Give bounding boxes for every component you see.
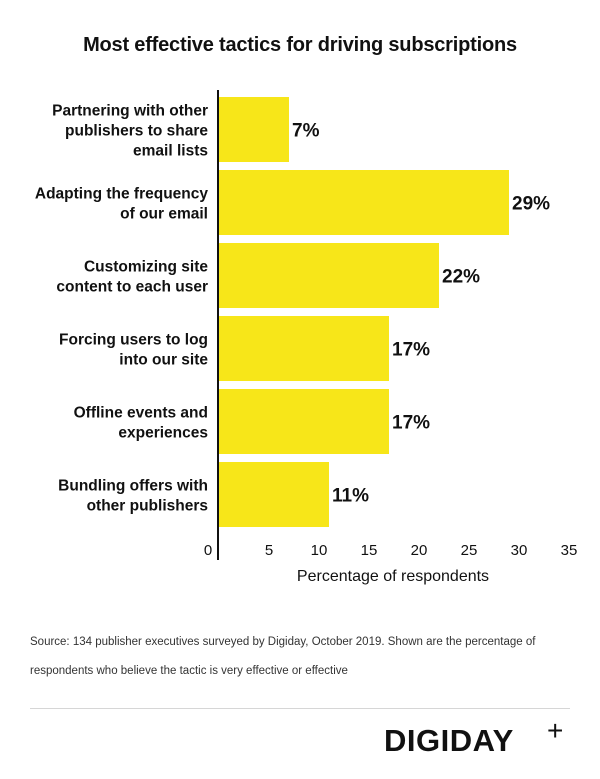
value-label-5: 11%	[332, 486, 369, 507]
category-label-5: Bundling offers with other publishers	[58, 478, 208, 515]
bar-0	[219, 97, 289, 162]
source-note: Source: 134 publisher executives surveye…	[30, 636, 536, 677]
value-label-2: 22%	[442, 267, 480, 288]
bar-2	[219, 243, 439, 308]
category-label-4: Offline events and experiences	[74, 405, 208, 442]
digiday-logo: DIGIDAY	[384, 723, 514, 758]
plus-icon: +	[547, 715, 564, 746]
x-tick-label-7: 35	[561, 542, 578, 559]
x-tick-label-0: 0	[204, 542, 212, 559]
category-label-1: Adapting the frequency of our email	[35, 186, 208, 223]
x-axis-title: Percentage of respondents	[297, 568, 489, 585]
bar-5	[219, 462, 329, 527]
x-tick-label-5: 25	[461, 542, 478, 559]
bar-3	[219, 316, 389, 381]
value-label-3: 17%	[392, 340, 430, 361]
x-tick-label-2: 10	[311, 542, 328, 559]
bar-1	[219, 170, 509, 235]
x-tick-label-6: 30	[511, 542, 528, 559]
category-label-3: Forcing users to log into our site	[59, 332, 208, 369]
bar-chart: 7% Partnering with other publishers to sha…	[35, 90, 578, 585]
chart-title: Most effective tactics for driving subsc…	[83, 34, 517, 56]
category-label-0: Partnering with other publishers to share…	[52, 103, 208, 160]
bar-4	[219, 389, 389, 454]
x-tick-label-4: 20	[411, 542, 428, 559]
x-tick-label-1: 5	[265, 542, 273, 559]
x-tick-label-3: 15	[361, 542, 378, 559]
value-label-0: 7%	[292, 121, 320, 142]
value-label-1: 29%	[512, 194, 550, 215]
divider	[30, 708, 570, 709]
value-label-4: 17%	[392, 413, 430, 434]
category-label-2: Customizing site content to each user	[56, 259, 208, 296]
